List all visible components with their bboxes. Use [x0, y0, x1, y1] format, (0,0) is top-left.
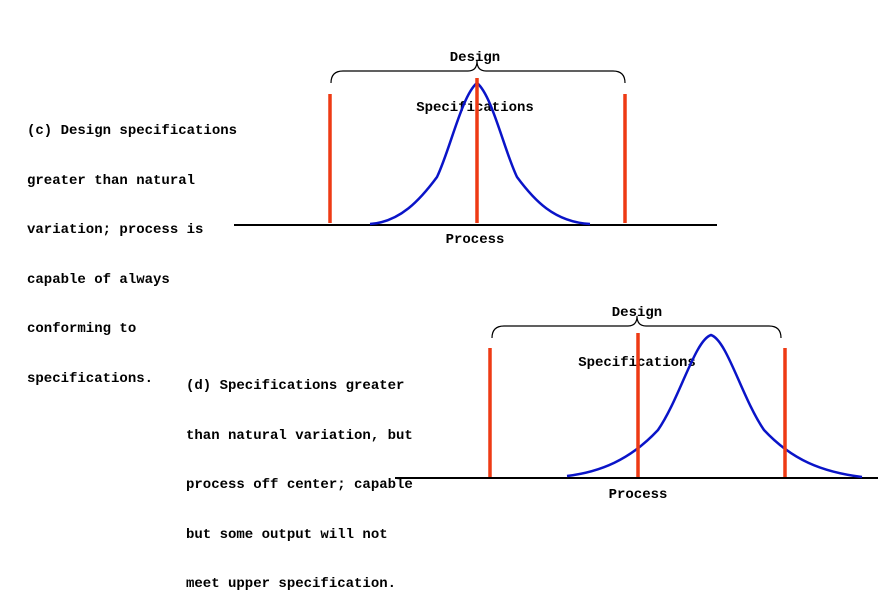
panel-c-caption-line: (c) Design specifications	[27, 123, 238, 139]
panel-c-spec-brace	[330, 60, 626, 84]
panel-c-spec-title-line2: Specifications	[416, 99, 534, 116]
panel-d-caption-line: but some output will not	[186, 526, 388, 543]
panel-d-graphics	[395, 315, 878, 479]
panel-c-graphics	[234, 60, 717, 226]
panel-d-spec-title: Design Specifications	[552, 272, 722, 388]
panel-c-spec-title-line1: Design	[449, 50, 501, 66]
panel-d-caption-line: meet upper specification.	[186, 576, 397, 592]
panel-d-caption-line: (d) Specifications greater	[186, 378, 405, 394]
panel-d-axis-label: Process	[608, 487, 668, 503]
panel-d-spec-brace	[491, 315, 782, 339]
panel-c-distribution-curve	[369, 81, 591, 226]
panel-c-caption: (c) Design specifications greater than n…	[27, 90, 237, 404]
panel-c-caption-line: capable of always	[27, 271, 170, 288]
panel-d-caption-line: process off center; capable	[186, 477, 413, 493]
panel-c-caption-line: variation; process is	[27, 222, 204, 238]
panel-d-distribution-curve	[566, 333, 863, 479]
panel-c-caption-line: specifications.	[27, 370, 154, 387]
panel-c-caption-line: conforming to	[27, 321, 137, 337]
diagram-graphics	[234, 60, 878, 479]
panel-c-caption-line: greater than natural	[27, 172, 196, 189]
panel-c-axis-label: Process	[445, 232, 505, 248]
panel-d-caption-line: than natural variation, but	[186, 427, 413, 444]
panel-c-spec-title: Design Specifications	[390, 17, 560, 133]
panel-d-spec-title-line1: Design	[611, 305, 663, 321]
